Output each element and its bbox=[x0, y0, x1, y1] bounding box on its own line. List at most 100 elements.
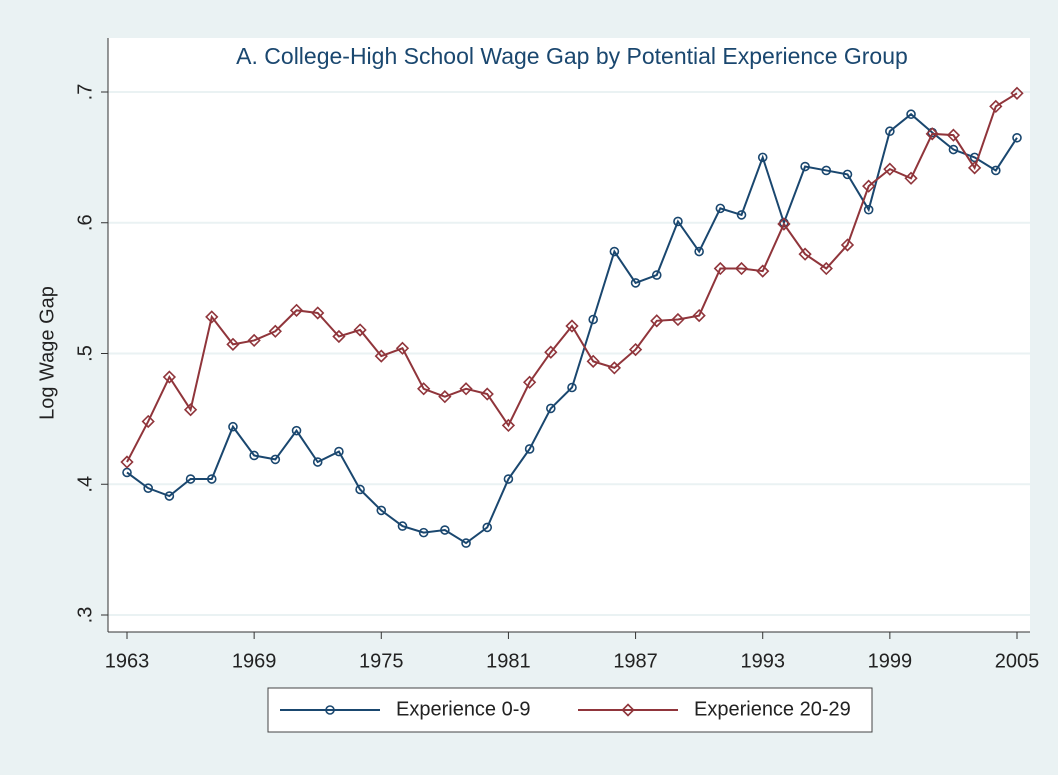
marker bbox=[567, 382, 577, 393]
marker bbox=[185, 474, 196, 484]
series-line bbox=[126, 92, 1018, 463]
marker bbox=[395, 341, 410, 355]
y-axis-title: Log Wage Gap bbox=[36, 286, 58, 420]
marker bbox=[438, 390, 452, 404]
marker bbox=[967, 161, 982, 175]
marker bbox=[948, 144, 959, 155]
marker bbox=[249, 450, 259, 461]
legend-label: Experience 20-29 bbox=[694, 698, 851, 720]
marker bbox=[522, 375, 537, 389]
marker bbox=[397, 521, 408, 531]
marker bbox=[736, 210, 747, 220]
marker bbox=[461, 538, 471, 548]
marker bbox=[162, 370, 177, 384]
marker bbox=[607, 361, 622, 375]
marker bbox=[819, 261, 833, 276]
marker bbox=[546, 403, 556, 414]
marker bbox=[334, 446, 344, 457]
x-tick-label: 1981 bbox=[486, 650, 531, 672]
marker bbox=[840, 238, 855, 252]
legend-label: Experience 0-9 bbox=[396, 698, 531, 720]
marker bbox=[291, 425, 302, 436]
marker bbox=[628, 342, 643, 357]
marker bbox=[863, 204, 874, 215]
marker bbox=[143, 483, 153, 493]
marker bbox=[164, 491, 175, 501]
marker bbox=[904, 171, 918, 185]
marker bbox=[482, 522, 493, 533]
marker bbox=[991, 165, 1001, 176]
marker bbox=[480, 387, 494, 401]
marker bbox=[544, 345, 558, 359]
marker bbox=[630, 278, 641, 288]
marker bbox=[906, 109, 916, 120]
marker bbox=[289, 303, 304, 317]
marker bbox=[883, 162, 897, 176]
marker bbox=[120, 455, 134, 469]
marker bbox=[715, 203, 726, 214]
y-tick-label: .6 bbox=[74, 214, 96, 231]
marker bbox=[842, 169, 853, 180]
legend-marker bbox=[325, 705, 335, 715]
marker bbox=[332, 329, 346, 344]
marker bbox=[1012, 132, 1022, 143]
marker bbox=[713, 261, 727, 276]
x-tick-label: 1993 bbox=[740, 650, 785, 672]
marker bbox=[757, 152, 768, 163]
marker bbox=[946, 128, 961, 142]
marker bbox=[440, 525, 450, 535]
marker bbox=[183, 403, 198, 417]
marker bbox=[501, 418, 516, 433]
y-tick-label: .3 bbox=[74, 607, 96, 624]
marker bbox=[459, 382, 473, 396]
marker bbox=[925, 127, 939, 141]
marker bbox=[650, 314, 664, 328]
x-tick-label: 1987 bbox=[613, 650, 658, 672]
marker bbox=[692, 308, 706, 323]
y-tick-label: .4 bbox=[74, 476, 96, 493]
marker bbox=[270, 454, 281, 465]
marker bbox=[268, 324, 282, 338]
x-tick-label: 2005 bbox=[995, 650, 1040, 672]
chart-title: A. College-High School Wage Gap by Poten… bbox=[236, 43, 908, 69]
marker bbox=[671, 312, 685, 327]
y-tick-label: .5 bbox=[74, 345, 96, 362]
marker bbox=[588, 314, 598, 325]
marker bbox=[798, 247, 812, 261]
marker bbox=[756, 264, 770, 278]
marker bbox=[311, 306, 325, 320]
marker bbox=[374, 349, 388, 363]
marker bbox=[205, 310, 219, 324]
marker bbox=[651, 270, 662, 280]
x-tick-label: 1969 bbox=[232, 650, 277, 672]
marker bbox=[885, 126, 895, 137]
plot-region bbox=[108, 38, 1030, 632]
marker bbox=[228, 421, 238, 432]
x-tick-label: 1975 bbox=[359, 650, 404, 672]
marker bbox=[862, 179, 876, 193]
marker bbox=[989, 99, 1003, 114]
marker bbox=[673, 216, 683, 227]
marker bbox=[141, 414, 155, 429]
marker bbox=[694, 246, 704, 257]
marker bbox=[586, 354, 600, 368]
marker bbox=[355, 484, 365, 495]
series-line bbox=[126, 112, 1018, 545]
marker bbox=[226, 337, 240, 351]
marker bbox=[1010, 86, 1024, 100]
marker bbox=[821, 165, 832, 176]
marker bbox=[417, 382, 431, 396]
y-tick-label: .7 bbox=[74, 84, 96, 101]
marker bbox=[524, 444, 535, 454]
marker bbox=[800, 161, 810, 172]
marker bbox=[353, 323, 367, 337]
marker bbox=[376, 505, 387, 516]
marker bbox=[609, 246, 620, 257]
x-tick-label: 1963 bbox=[105, 650, 150, 672]
legend-marker bbox=[621, 703, 635, 717]
marker bbox=[565, 319, 579, 333]
marker bbox=[312, 457, 323, 467]
marker bbox=[734, 261, 749, 276]
